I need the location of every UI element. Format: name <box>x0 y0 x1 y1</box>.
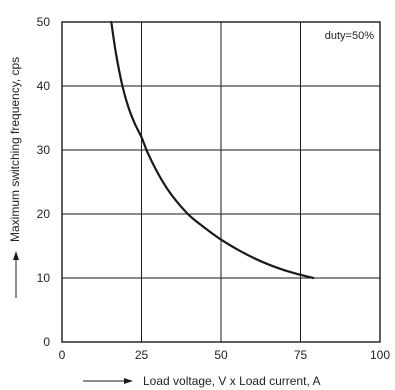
x-axis-arrow-head <box>124 378 133 384</box>
x-tick-label: 25 <box>135 348 149 362</box>
x-axis-label-group: Load voltage, V x Load current, A <box>83 374 320 388</box>
y-tick-label: 50 <box>37 15 51 29</box>
y-axis-arrow-head <box>13 251 19 260</box>
x-tick-label: 50 <box>214 348 228 362</box>
y-axis-label-group: Maximum switching frequency, cps <box>8 57 22 298</box>
y-tick-label: 20 <box>37 207 51 221</box>
x-tick-label: 75 <box>294 348 308 362</box>
y-tick-label: 30 <box>37 143 51 157</box>
grid <box>62 22 380 342</box>
y-tick-label: 0 <box>43 335 50 349</box>
y-tick-label: 40 <box>37 79 51 93</box>
x-axis-label: Load voltage, V x Load current, A <box>143 374 320 388</box>
plot-frame <box>61 21 381 343</box>
x-tick-label: 100 <box>370 348 390 362</box>
x-tick-label: 0 <box>59 348 66 362</box>
duty-annotation: duty=50% <box>325 30 374 42</box>
y-tick-labels: 0 10 20 30 40 50 <box>37 15 51 349</box>
series-line <box>110 20 315 280</box>
x-tick-labels: 0 25 50 75 100 <box>59 348 391 362</box>
y-axis-label: Maximum switching frequency, cps <box>8 57 22 242</box>
y-tick-label: 10 <box>37 271 51 285</box>
